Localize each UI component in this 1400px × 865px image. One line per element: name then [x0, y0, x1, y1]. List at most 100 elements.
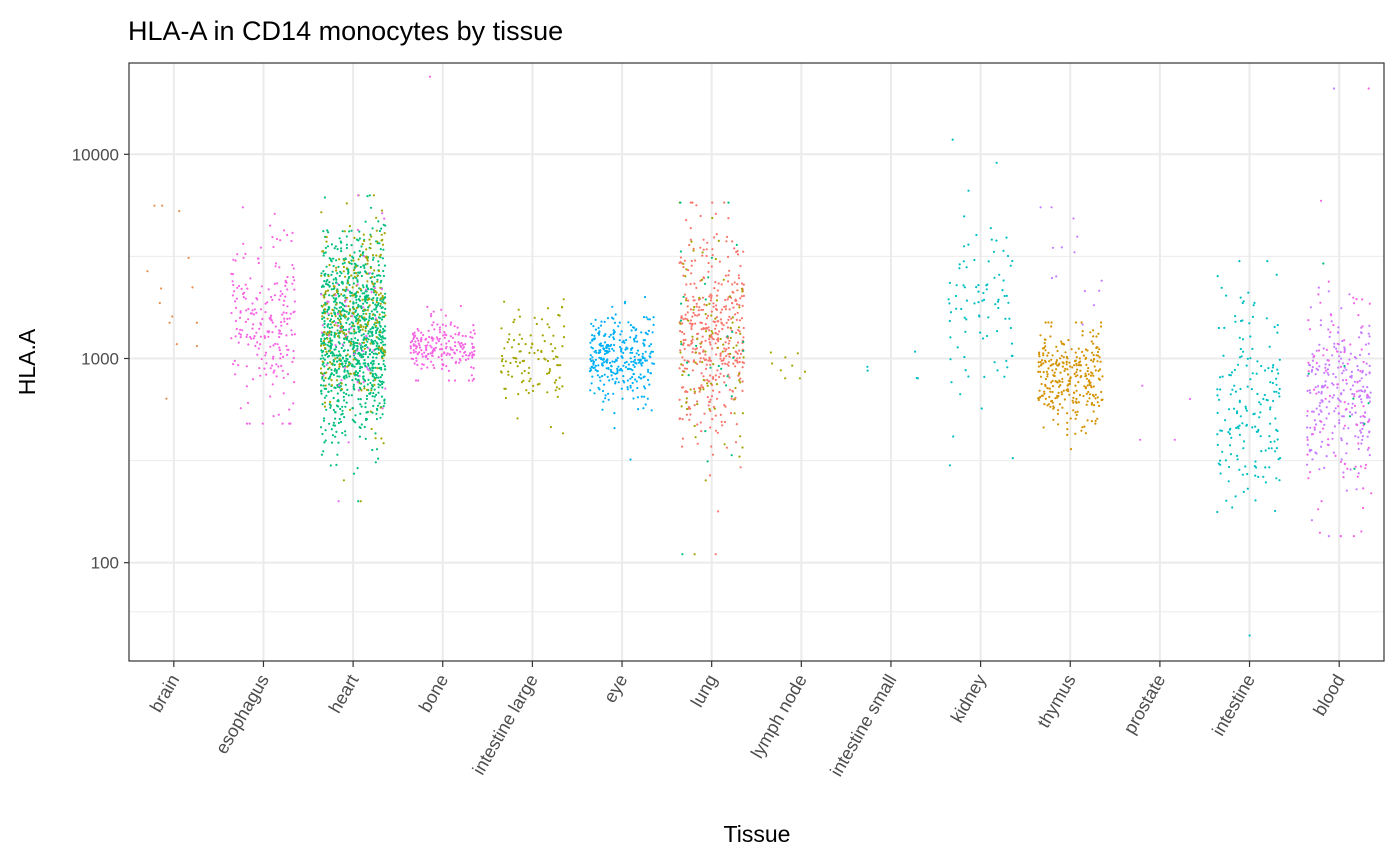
data-point	[1278, 387, 1281, 391]
data-point	[1358, 379, 1361, 382]
data-point	[380, 318, 384, 321]
data-point	[563, 325, 566, 328]
data-point	[742, 340, 745, 343]
data-point	[1005, 359, 1008, 362]
data-point	[286, 322, 289, 326]
data-point	[432, 364, 435, 367]
data-point	[681, 364, 685, 367]
data-point	[533, 316, 536, 319]
data-point	[1361, 298, 1364, 301]
data-point	[1044, 377, 1047, 381]
data-point	[1331, 396, 1334, 399]
data-point	[381, 296, 385, 299]
data-point	[366, 321, 370, 324]
data-point	[704, 330, 708, 333]
data-point	[517, 343, 520, 346]
data-point	[373, 395, 376, 398]
data-point	[1050, 399, 1054, 402]
data-point	[684, 313, 687, 316]
data-point	[364, 402, 367, 405]
data-point	[1039, 334, 1042, 337]
data-point	[429, 344, 432, 347]
data-point	[377, 457, 380, 460]
data-point	[343, 399, 346, 402]
data-point	[633, 337, 636, 341]
data-point	[1074, 417, 1077, 420]
data-point	[323, 365, 326, 368]
data-point	[363, 387, 366, 390]
data-point	[1273, 390, 1276, 393]
data-point	[726, 255, 730, 258]
data-point	[699, 386, 702, 389]
data-point	[430, 360, 433, 363]
data-point	[348, 311, 351, 314]
data-point	[645, 316, 648, 319]
data-point	[279, 357, 282, 360]
data-point	[562, 298, 565, 301]
data-point	[1067, 383, 1070, 386]
data-point	[1227, 408, 1231, 411]
data-point	[1238, 433, 1241, 436]
data-point	[378, 402, 381, 405]
data-point	[270, 319, 273, 322]
data-point	[1353, 404, 1357, 407]
data-point	[380, 297, 383, 300]
data-point	[367, 319, 371, 322]
data-point	[696, 314, 699, 317]
data-point	[279, 290, 282, 293]
data-point	[420, 349, 423, 352]
data-point	[334, 294, 337, 297]
data-point	[1244, 407, 1248, 410]
data-point	[646, 397, 649, 400]
data-point	[633, 355, 636, 358]
data-point	[354, 320, 358, 323]
data-point	[738, 360, 741, 364]
data-point	[1327, 535, 1330, 538]
data-point	[552, 334, 555, 337]
data-point	[245, 365, 248, 368]
series-lung-8	[678, 201, 746, 556]
data-point	[1045, 370, 1048, 373]
data-point	[1073, 251, 1076, 254]
data-point	[1038, 389, 1041, 392]
data-point	[591, 339, 594, 342]
data-point	[324, 384, 327, 387]
data-point	[375, 356, 378, 359]
data-point	[338, 274, 341, 277]
data-point	[1249, 357, 1252, 360]
data-point	[1228, 444, 1232, 447]
data-point	[356, 344, 359, 348]
data-point	[727, 361, 730, 364]
data-point	[421, 353, 424, 356]
data-point	[362, 251, 365, 254]
data-point	[345, 235, 348, 238]
data-point	[683, 367, 687, 370]
data-point	[277, 365, 280, 368]
data-point	[648, 318, 652, 321]
data-point	[1275, 447, 1278, 450]
data-point	[412, 349, 415, 352]
data-point	[1057, 423, 1060, 426]
data-point	[1065, 363, 1068, 366]
data-point	[1056, 364, 1059, 367]
data-point	[734, 313, 737, 316]
data-point	[504, 396, 507, 400]
data-point	[359, 324, 362, 327]
data-point	[375, 393, 378, 396]
data-point	[693, 392, 696, 395]
data-point	[1342, 471, 1345, 474]
data-point	[1308, 471, 1312, 474]
data-point	[380, 209, 384, 212]
plot-background	[129, 63, 1384, 661]
data-point	[445, 342, 448, 345]
data-point	[702, 375, 705, 378]
data-point	[329, 464, 332, 467]
data-point	[362, 341, 366, 344]
data-point	[329, 347, 332, 350]
data-point	[730, 317, 733, 320]
data-point	[731, 316, 734, 319]
data-point	[335, 278, 338, 281]
data-point	[735, 303, 739, 306]
data-point	[1277, 372, 1280, 375]
data-point	[1077, 364, 1080, 367]
